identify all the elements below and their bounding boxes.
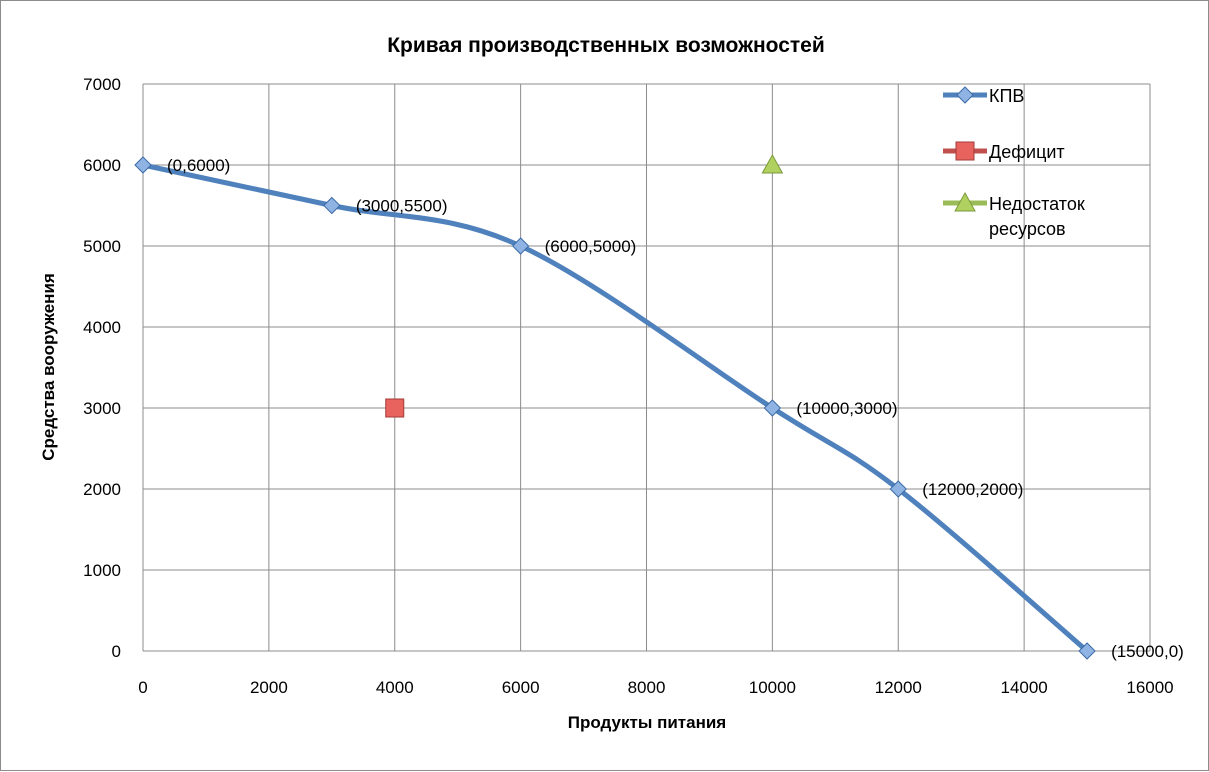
y-tick-labels: 0 1000 2000 3000 4000 5000 6000 7000 [83, 75, 121, 661]
legend-item-2: Недостаток ресурсов [943, 191, 1085, 239]
data-point [385, 398, 405, 418]
data-point [761, 153, 784, 174]
data-label: (0,6000) [167, 156, 230, 175]
x-axis-title: Продукты питания [568, 713, 726, 732]
y-tick-label: 7000 [83, 75, 121, 94]
x-tick-label: 8000 [628, 678, 666, 697]
data-point [889, 480, 907, 498]
x-tick-label: 6000 [502, 678, 540, 697]
y-tick-label: 1000 [83, 561, 121, 580]
legend-label: Недостаток ресурсов [989, 194, 1085, 239]
data-point [323, 196, 341, 215]
y-tick-label: 6000 [83, 156, 121, 175]
y-tick-label: 2000 [83, 480, 121, 499]
x-tick-label: 2000 [250, 678, 288, 697]
series-1 [385, 398, 405, 418]
x-tick-label: 0 [138, 678, 147, 697]
data-label: (3000,5500) [356, 197, 448, 216]
x-tick-label: 12000 [875, 678, 922, 697]
legend-marker [956, 86, 974, 104]
data-label: (6000,5000) [545, 237, 637, 256]
legend-label: КПВ [989, 86, 1024, 106]
legend-marker [955, 141, 975, 161]
legend-label: Дефицит [989, 142, 1065, 162]
legend-item-0: КПВ [943, 86, 1024, 106]
legend-marker [954, 191, 976, 212]
data-label: (15000,0) [1111, 642, 1184, 661]
y-tick-label: 4000 [83, 318, 121, 337]
legend: КПВ Дефицит Недостаток ресурсов [943, 86, 1085, 239]
data-point [511, 237, 530, 255]
data-label: (10000,3000) [796, 399, 897, 418]
x-tick-label: 14000 [1000, 678, 1047, 697]
y-tick-label: 3000 [83, 399, 121, 418]
x-tick-label: 16000 [1126, 678, 1173, 697]
chart-title: Кривая производственных возможностей [387, 34, 825, 57]
x-tick-labels: 0 2000 4000 6000 8000 10000 12000 14000 16000 [138, 678, 1173, 697]
y-tick-label: 0 [112, 642, 121, 661]
series-0: (0,6000) (3000,5500) (6000,5000) (10000,300… [134, 156, 1184, 661]
data-point [1078, 642, 1096, 660]
legend-item-1: Дефицит [943, 141, 1065, 162]
data-label: (12000,2000) [922, 480, 1023, 499]
grid [142, 83, 1151, 652]
y-axis-title: Средства вооружения [39, 273, 58, 461]
y-tick-label: 5000 [83, 237, 121, 256]
x-tick-label: 4000 [376, 678, 414, 697]
data-point [763, 399, 782, 417]
data-point [134, 156, 152, 174]
x-tick-label: 10000 [749, 678, 796, 697]
series-2 [761, 153, 784, 174]
series-layer: (0,6000) (3000,5500) (6000,5000) (10000,300… [134, 153, 1184, 661]
series-line [140, 162, 1090, 654]
